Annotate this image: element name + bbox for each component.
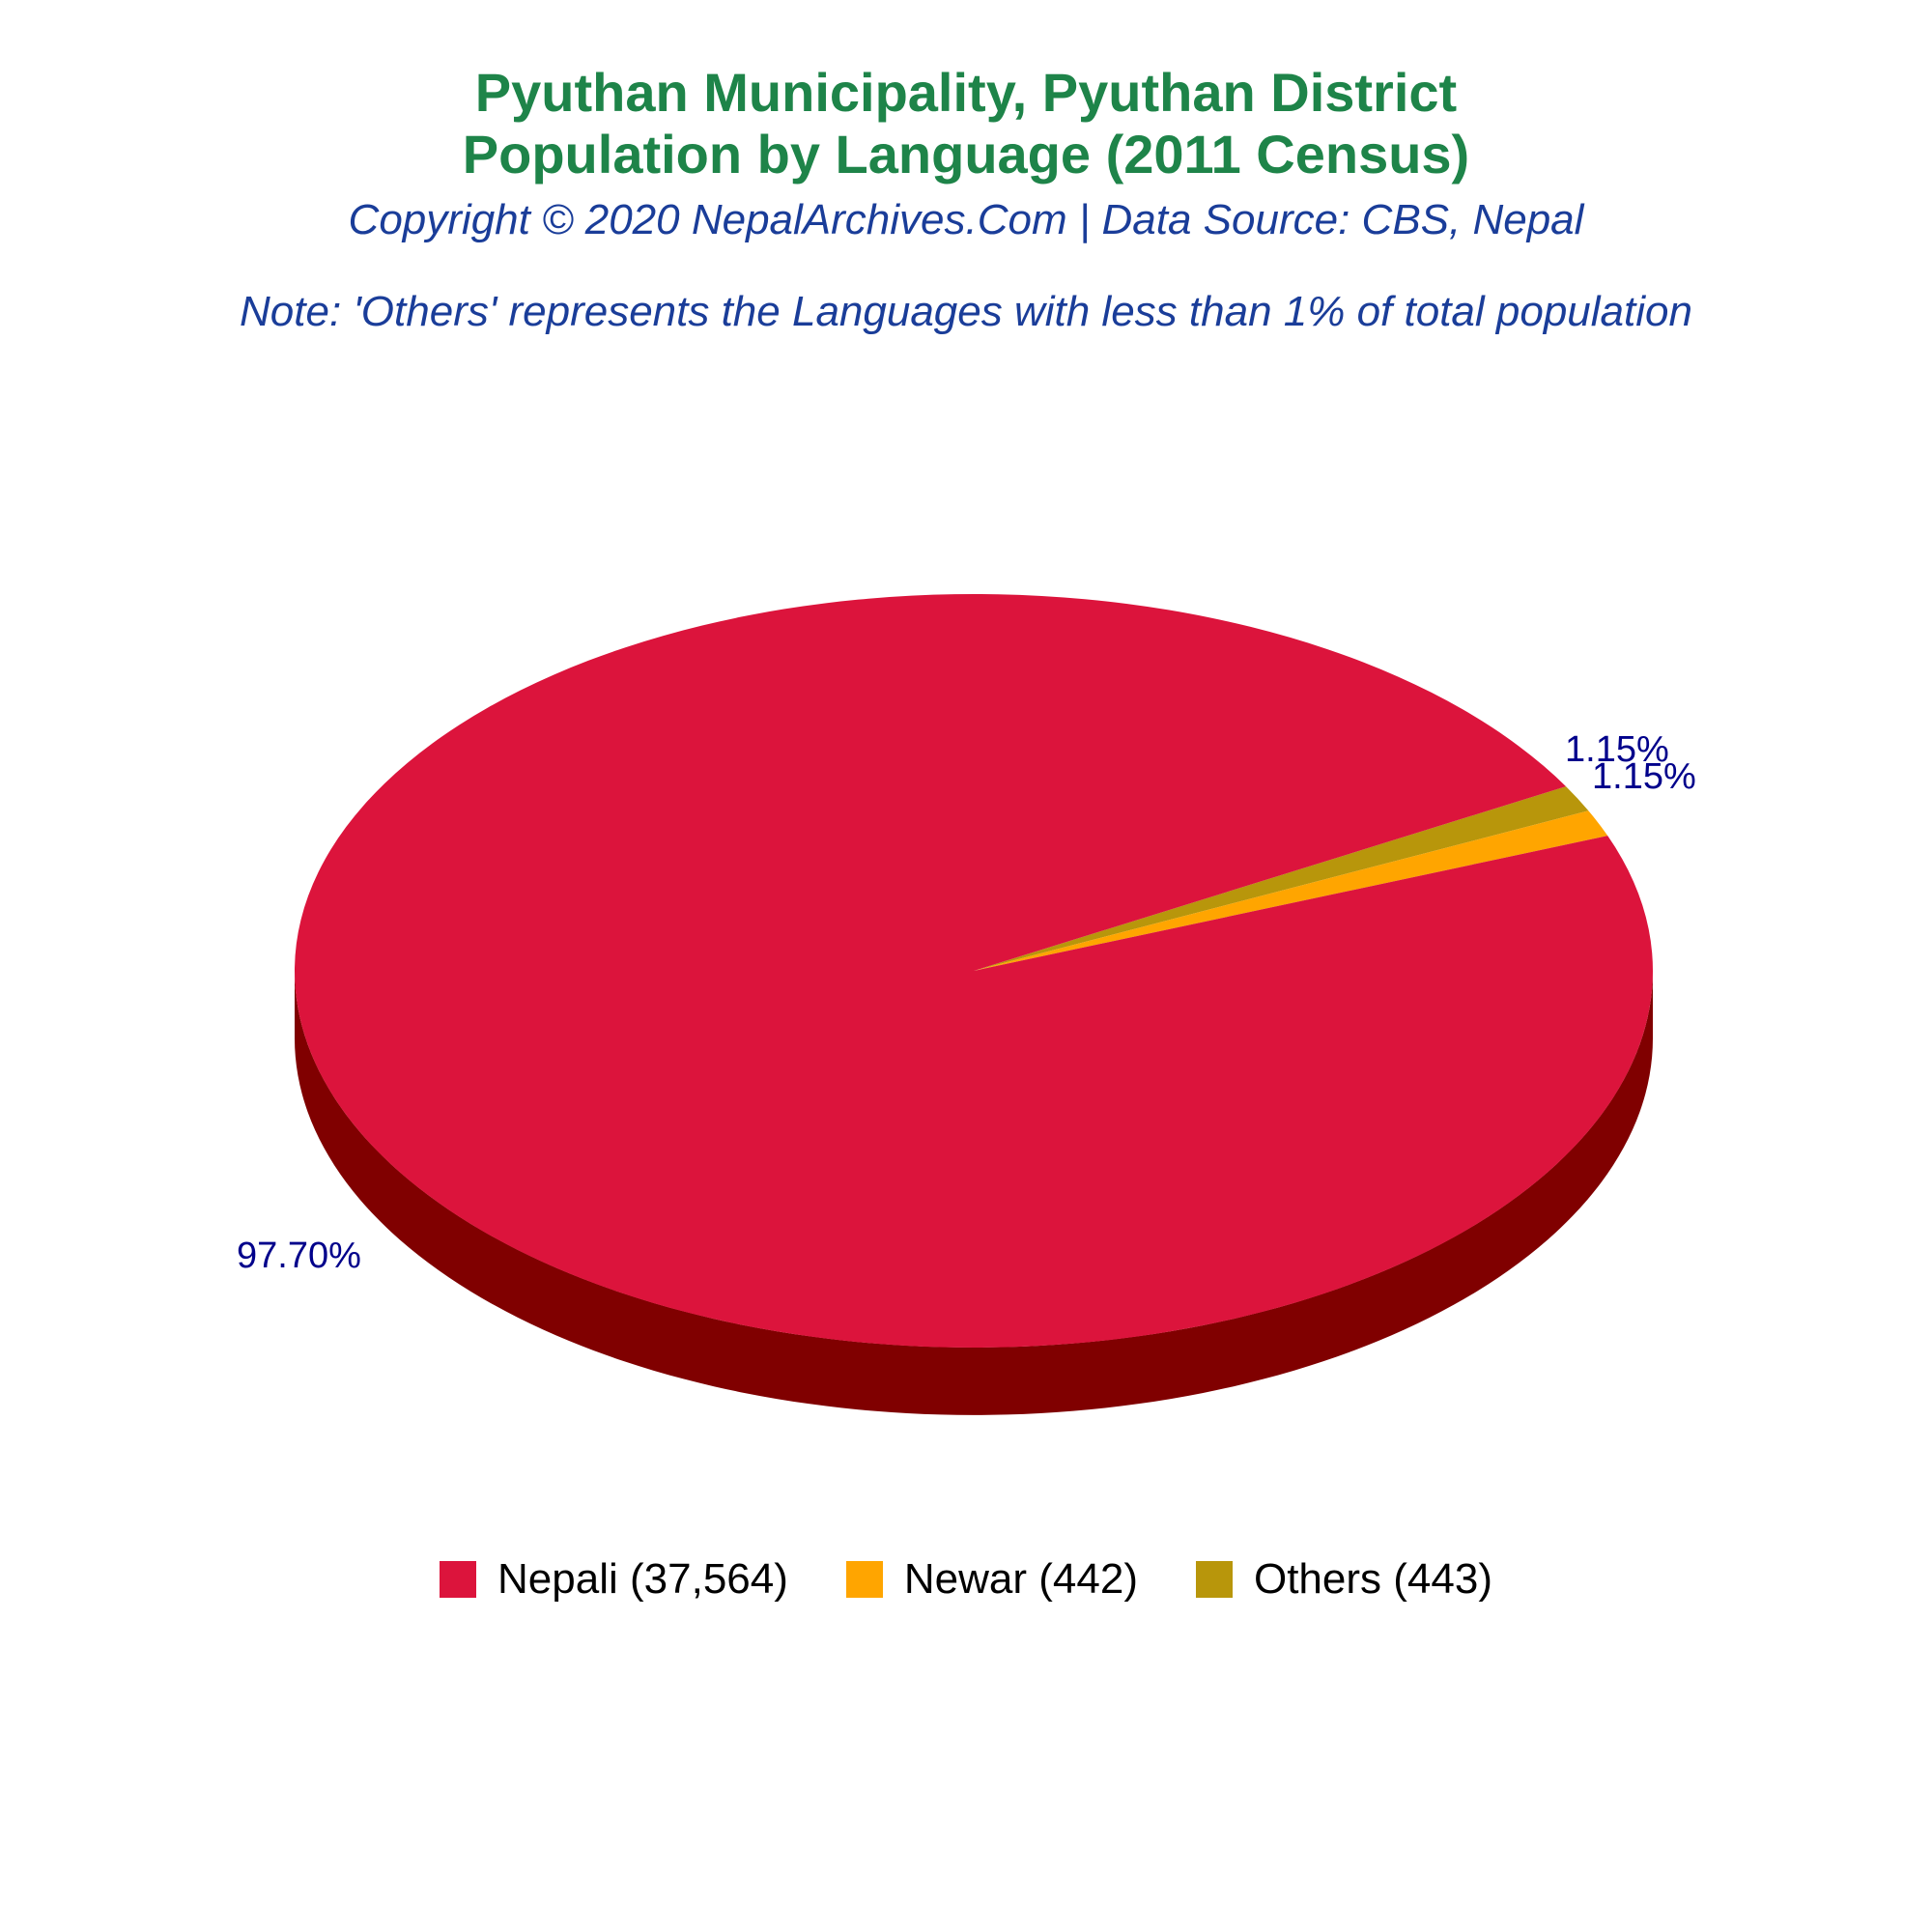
legend-item-newar: Newar (442) xyxy=(845,1555,1138,1604)
pie-label-others: 1.15% xyxy=(1565,729,1669,770)
pie-label-newar: 1.15% xyxy=(1592,756,1696,797)
pie-label-nepali: 97.70% xyxy=(237,1236,361,1276)
pie-slice-others xyxy=(974,786,1589,971)
pie-slice-newar xyxy=(974,810,1608,971)
chart-title-line1: Pyuthan Municipality, Pyuthan District xyxy=(474,62,1458,123)
pie-side-nepali xyxy=(295,971,1653,1415)
chart-note: Note: 'Others' represents the Languages … xyxy=(240,288,1692,335)
legend-label-newar: Newar (442) xyxy=(903,1555,1138,1603)
legend: Nepali (37,564) Newar (442) Others (443) xyxy=(0,1555,1932,1604)
legend-swatch-newar xyxy=(845,1561,883,1598)
legend-label-others: Others (443) xyxy=(1253,1555,1492,1603)
pie-slice-nepali xyxy=(295,594,1654,1349)
legend-item-nepali: Nepali (37,564) xyxy=(440,1555,788,1604)
legend-swatch-others xyxy=(1195,1561,1233,1598)
legend-swatch-nepali xyxy=(440,1561,477,1598)
legend-item-others: Others (443) xyxy=(1195,1555,1492,1604)
chart-title-line2: Population by Language (2011 Census) xyxy=(462,124,1470,185)
chart-subtitle: Copyright © 2020 NepalArchives.Com | Dat… xyxy=(348,196,1584,243)
legend-label-nepali: Nepali (37,564) xyxy=(497,1555,788,1603)
